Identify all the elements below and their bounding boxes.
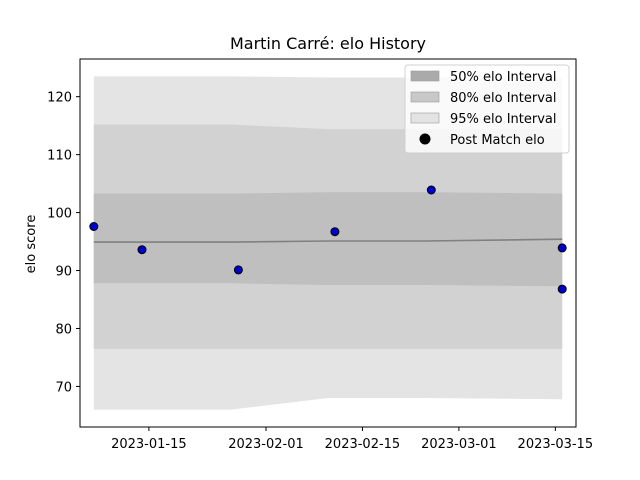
- legend-label: 50% elo Interval: [450, 70, 557, 85]
- y-tick-label: 100: [47, 207, 72, 222]
- legend: 50% elo Interval 80% elo Interval 95% elo …: [404, 64, 570, 154]
- axis-ticks: 70 80 90 100 110 120 2023-01-15 2023-02-01 2023-…: [47, 91, 593, 452]
- post-match-points: [89, 185, 567, 294]
- chart-title: Martin Carré: elo History: [230, 34, 426, 53]
- post-match-elo-point: [330, 227, 340, 237]
- legend-label: Post Match elo: [450, 133, 545, 148]
- legend-label: 80% elo Interval: [450, 91, 557, 106]
- post-match-elo-point: [89, 222, 99, 231]
- x-tick-label: 2023-01-15: [111, 437, 187, 452]
- legend-swatch: [410, 91, 440, 103]
- x-tick-label: 2023-02-01: [228, 437, 304, 452]
- y-tick-label: 90: [55, 265, 72, 280]
- y-axis-label: elo score: [24, 215, 39, 274]
- plot-frame: [79, 58, 577, 428]
- mean-elo-line-layer: [93, 238, 563, 243]
- post-match-elo-point: [233, 265, 243, 275]
- legend-swatch: [410, 70, 440, 82]
- legend-swatch: [410, 112, 440, 124]
- x-tick-label: 2023-03-15: [518, 437, 594, 452]
- y-tick-label: 120: [47, 91, 72, 106]
- mean-elo-line: [93, 238, 563, 243]
- post-match-elo-point: [426, 185, 436, 195]
- legend-box: [404, 64, 570, 154]
- y-tick-label: 70: [55, 380, 72, 395]
- y-tick-label: 80: [55, 322, 72, 337]
- band-50-interval: [93, 192, 563, 287]
- post-match-elo-point: [137, 245, 147, 255]
- x-tick-label: 2023-02-15: [325, 437, 401, 452]
- x-tick-label: 2023-03-01: [421, 437, 497, 452]
- interval-bands: [93, 76, 563, 410]
- legend-marker: [419, 133, 431, 145]
- post-match-elo-point: [557, 243, 567, 253]
- post-match-elo-point: [557, 284, 567, 294]
- legend-label: 95% elo Interval: [450, 112, 557, 127]
- y-tick-label: 110: [47, 149, 72, 164]
- axes: [79, 58, 577, 428]
